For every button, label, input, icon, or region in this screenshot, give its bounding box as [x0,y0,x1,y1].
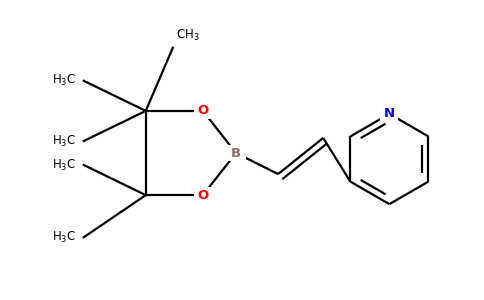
Text: CH$_3$: CH$_3$ [176,28,199,43]
FancyBboxPatch shape [194,103,212,119]
Text: O: O [197,104,209,117]
Text: H$_3$C: H$_3$C [52,230,76,245]
Text: H$_3$C: H$_3$C [52,134,76,148]
Text: H$_3$C: H$_3$C [52,158,76,172]
FancyBboxPatch shape [227,145,245,161]
Text: B: B [231,146,241,160]
Text: O: O [197,189,209,202]
Text: N: N [384,107,395,120]
Text: H$_3$C: H$_3$C [52,73,76,88]
FancyBboxPatch shape [380,106,398,122]
FancyBboxPatch shape [194,187,212,203]
